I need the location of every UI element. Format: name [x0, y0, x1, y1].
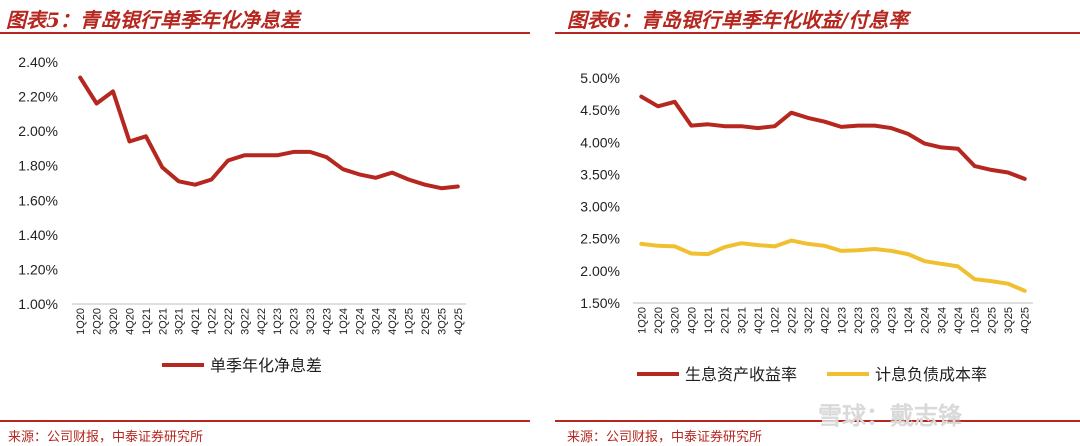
- right-x-tick-label: 2Q21: [720, 307, 732, 334]
- left-y-tick-label: 2.40%: [18, 54, 58, 70]
- left-chart-panel: 图表5：青岛银行单季年化净息差 2.40% 2.20% 2.00% 1.80% 1.60…: [0, 0, 530, 446]
- right-chart-title: 图表6：青岛银行单季年化收益/付息率: [567, 8, 909, 32]
- right-chart-panel: 图表6：青岛银行单季年化收益/付息率 5.00% 4.50% 4.00% 3.50% 3…: [555, 0, 1080, 446]
- right-y-tick-label: 4.00%: [580, 134, 620, 150]
- right-x-tick-label: 4Q21: [753, 307, 765, 334]
- right-x-tick-label: 4Q24: [953, 307, 965, 334]
- right-x-tick-label: 2Q24: [920, 307, 932, 334]
- right-y-tick-label: 3.00%: [580, 199, 620, 215]
- right-x-tick-label: 4Q23: [886, 307, 898, 334]
- right-series-line-2: [639, 238, 1027, 293]
- right-y-tick-label: 3.50%: [580, 166, 620, 182]
- right-source-note: 来源：公司财报，中泰证券研究所: [567, 430, 763, 445]
- left-x-tick-label: 2Q20: [92, 308, 104, 335]
- right-x-tick-label: 3Q22: [803, 307, 815, 334]
- right-x-tick-label: 1Q22: [770, 307, 782, 334]
- right-x-tick-label: 2Q22: [786, 307, 798, 334]
- right-x-tick-label: 2Q20: [653, 307, 665, 334]
- left-x-tick-label: 3Q22: [239, 308, 251, 335]
- left-x-tick-label: 1Q24: [338, 308, 350, 335]
- left-y-tick-label: 2.00%: [18, 123, 58, 139]
- right-x-tick-label: 2Q25: [986, 307, 998, 334]
- left-x-tick-label: 4Q21: [190, 308, 202, 335]
- right-title-rule: [555, 32, 1080, 34]
- right-y-tick-label: 2.00%: [580, 263, 620, 279]
- left-x-tick-label: 2Q23: [289, 308, 301, 335]
- left-x-tick-label: 3Q23: [305, 308, 317, 335]
- left-y-tick-label: 1.20%: [18, 261, 58, 277]
- left-y-tick-label: 2.20%: [18, 89, 58, 105]
- watermark-text: 雪球：戴志锋: [818, 402, 962, 430]
- left-x-tick-label: 1Q25: [404, 308, 416, 335]
- left-source-note: 来源：公司财报，中泰证券研究所: [8, 430, 204, 445]
- left-x-tick-label: 3Q24: [371, 308, 383, 335]
- left-x-tick-label: 2Q22: [223, 308, 235, 335]
- right-x-tick-label: 1Q24: [903, 307, 915, 334]
- left-x-tick-label: 1Q21: [141, 308, 153, 335]
- left-x-tick-label: 2Q24: [354, 308, 366, 335]
- right-series-line-1: [639, 94, 1027, 181]
- right-line-chart: 5.00% 4.50% 4.00% 3.50% 3.00% 2.50% 2.00% 1.50%…: [580, 70, 1033, 384]
- left-x-tick-label: 4Q23: [321, 308, 333, 335]
- left-legend-label-1: 单季年化净息差: [210, 357, 322, 375]
- left-title-rule: [0, 32, 530, 34]
- left-x-tick-label: 2Q25: [420, 308, 432, 335]
- right-x-tick-label: 3Q20: [670, 307, 682, 334]
- right-x-tick-label: 3Q24: [936, 307, 948, 334]
- left-x-tick-label: 4Q20: [124, 308, 136, 335]
- left-series-line-1: [78, 75, 460, 191]
- right-x-tick-label: 3Q23: [870, 307, 882, 334]
- right-x-tick-label: 4Q20: [686, 307, 698, 334]
- right-y-tick-label: 5.00%: [580, 70, 620, 86]
- left-x-tick-label: 1Q23: [272, 308, 284, 335]
- left-y-tick-label: 1.80%: [18, 158, 58, 174]
- left-line-chart: 2.40% 2.20% 2.00% 1.80% 1.60% 1.40% 1.20% 1.00%…: [18, 54, 466, 375]
- right-x-tick-label: 1Q21: [703, 307, 715, 334]
- left-x-tick-label: 3Q20: [108, 308, 120, 335]
- left-y-tick-label: 1.40%: [18, 227, 58, 243]
- left-x-tick-label: 4Q25: [453, 308, 465, 335]
- right-legend-label-2: 计息负债成本率: [875, 366, 987, 384]
- left-x-tick-label: 1Q20: [75, 308, 87, 335]
- right-x-tick-label: 1Q25: [970, 307, 982, 334]
- left-footer-rule: [0, 420, 530, 422]
- right-x-tick-label: 1Q20: [636, 307, 648, 334]
- right-footer-rule: [555, 420, 1080, 422]
- right-x-tick-label: 3Q21: [736, 307, 748, 334]
- right-x-tick-label: 3Q25: [1003, 307, 1015, 334]
- right-x-tick-label: 2Q23: [853, 307, 865, 334]
- right-legend-label-1: 生息资产收益率: [685, 366, 797, 384]
- right-y-tick-label: 1.50%: [580, 295, 620, 311]
- left-x-tick-label: 2Q21: [157, 308, 169, 335]
- left-x-tick-label: 4Q22: [256, 308, 268, 335]
- right-x-tick-label: 4Q25: [1020, 307, 1032, 334]
- left-x-tick-label: 1Q22: [207, 308, 219, 335]
- right-y-tick-label: 2.50%: [580, 231, 620, 247]
- left-x-tick-label: 4Q24: [387, 308, 399, 335]
- left-chart-title: 图表5：青岛银行单季年化净息差: [6, 8, 300, 32]
- left-x-tick-label: 3Q25: [436, 308, 448, 335]
- left-y-tick-label: 1.00%: [18, 296, 58, 312]
- right-y-tick-label: 4.50%: [580, 102, 620, 118]
- left-y-tick-label: 1.60%: [18, 192, 58, 208]
- right-x-tick-label: 1Q23: [836, 307, 848, 334]
- right-x-tick-label: 4Q22: [820, 307, 832, 334]
- left-x-tick-label: 3Q21: [174, 308, 186, 335]
